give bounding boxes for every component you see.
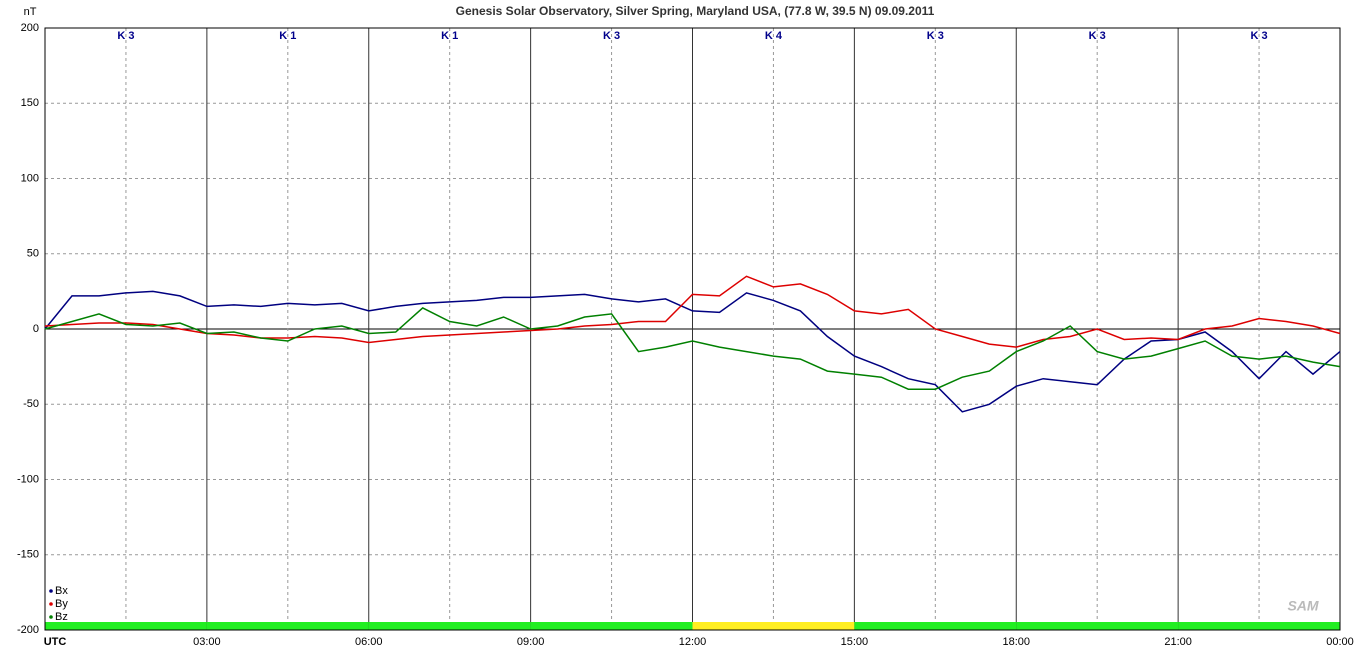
k-index-label: K 1: [279, 30, 296, 42]
k-index-label: K 1: [441, 30, 458, 42]
k-bar-segment: [692, 622, 855, 630]
x-tick-label: UTC: [44, 636, 67, 648]
y-tick-label: -200: [17, 624, 39, 636]
k-bar-segment: [1178, 622, 1340, 630]
k-index-label: K 3: [1089, 30, 1106, 42]
k-bar-segment: [206, 622, 369, 630]
x-tick-label: 12:00: [679, 636, 707, 648]
series-line: [44, 307, 1341, 390]
y-axis-label: nT: [24, 6, 37, 18]
x-tick-label: 18:00: [1002, 636, 1030, 648]
k-bar-segment: [530, 622, 693, 630]
k-bar-segment: [368, 622, 531, 630]
legend-label: By: [55, 598, 68, 610]
y-tick-label: -50: [23, 398, 39, 410]
legend-marker: [49, 589, 53, 593]
chart-title: Genesis Solar Observatory, Silver Spring…: [456, 4, 935, 18]
logo: SAM: [1287, 598, 1318, 614]
x-tick-label: 00:00: [1326, 636, 1354, 648]
legend-label: Bz: [55, 611, 68, 623]
x-tick-label: 21:00: [1164, 636, 1192, 648]
x-tick-label: 15:00: [841, 636, 869, 648]
y-tick-label: 0: [33, 323, 39, 335]
x-tick-label: 06:00: [355, 636, 383, 648]
y-tick-label: -100: [17, 473, 39, 485]
x-tick-label: 03:00: [193, 636, 221, 648]
legend-marker: [49, 602, 53, 606]
k-index-label: K 3: [927, 30, 944, 42]
k-bar-segment: [854, 622, 1017, 630]
legend-label: Bx: [55, 585, 68, 597]
x-tick-label: 09:00: [517, 636, 545, 648]
k-index-label: K 3: [1251, 30, 1268, 42]
k-bar-segment: [45, 622, 207, 630]
y-tick-label: 50: [27, 248, 39, 260]
y-tick-label: 100: [21, 172, 39, 184]
y-tick-label: 150: [21, 97, 39, 109]
y-tick-label: 200: [21, 22, 39, 34]
y-tick-label: -150: [17, 549, 39, 561]
legend-marker: [49, 615, 53, 619]
k-index-label: K 3: [117, 30, 134, 42]
k-bar-segment: [1016, 622, 1179, 630]
k-index-label: K 4: [765, 30, 783, 42]
k-index-label: K 3: [603, 30, 620, 42]
